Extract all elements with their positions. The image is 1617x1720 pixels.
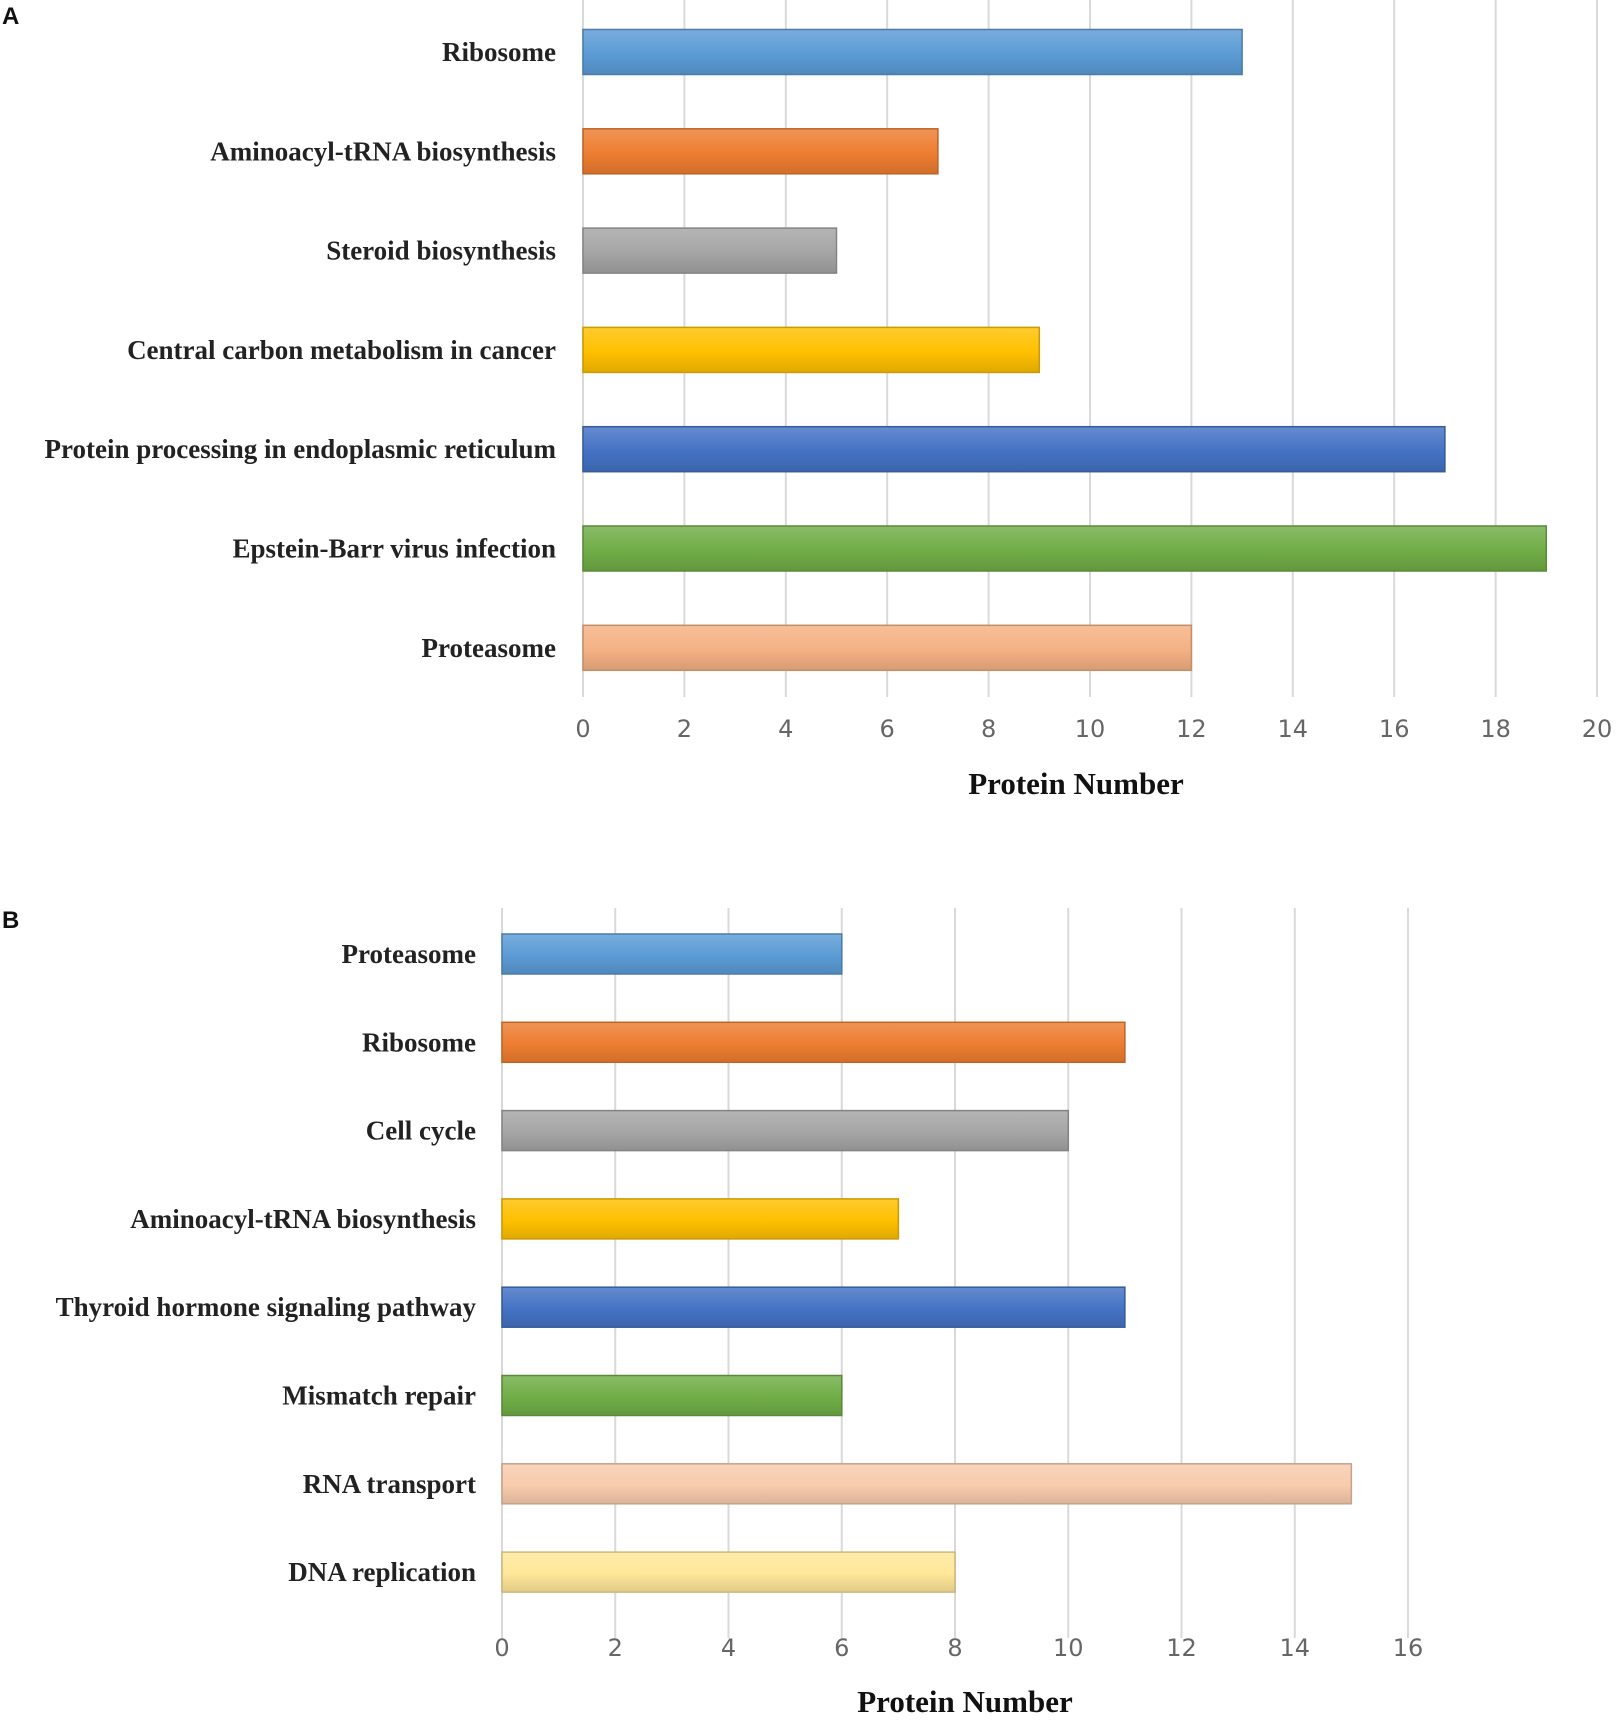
panel-a-chart: A Ribosome Aminoacyl-tRNA biosynthesis Ste…: [2, 0, 1612, 801]
panel-b-category-label: Ribosome: [362, 1027, 476, 1057]
panel-a-x-tick-label: 14: [1278, 715, 1309, 743]
panel-b-category-label: Cell cycle: [366, 1116, 476, 1146]
panel-b-category-label: Thyroid hormone signaling pathway: [56, 1292, 477, 1322]
panel-b-x-tick-label: 4: [721, 1634, 736, 1662]
panel-a-category-label: Proteasome: [422, 633, 556, 663]
panel-b-bar: [501, 1286, 1126, 1328]
panel-a-category-label: Aminoacyl-tRNA biosynthesis: [210, 136, 556, 166]
panel-b-category-label: RNA transport: [303, 1469, 476, 1499]
panel-b-x-tick-label: 0: [494, 1634, 509, 1662]
panel-a-bar: [582, 425, 1446, 473]
panel-b-category-label: Mismatch repair: [282, 1381, 476, 1411]
panel-b-x-axis-title: Protein Number: [857, 1684, 1073, 1719]
panel-a-x-tick-label: 2: [677, 715, 692, 743]
panel-a-bar: [582, 227, 838, 274]
panel-b-x-tick-label: 12: [1166, 1634, 1197, 1662]
panel-a-letter: A: [2, 3, 19, 30]
panel-b-bar: [501, 1109, 1069, 1152]
panel-b-x-tick-label: 14: [1279, 1634, 1310, 1662]
panel-b-bar: [501, 933, 843, 975]
panel-a-category-label: Steroid biosynthesis: [326, 236, 556, 266]
panel-a-x-tick-label: 12: [1176, 715, 1207, 743]
panel-a-x-tick-label: 8: [981, 715, 996, 743]
panel-b-x-tick-label: 16: [1393, 1634, 1424, 1662]
panel-b-x-tick-label: 8: [947, 1634, 962, 1662]
panel-a-bar: [582, 326, 1041, 374]
panel-a-x-tick-label: 16: [1379, 715, 1410, 743]
panel-b-category-label: DNA replication: [288, 1557, 476, 1587]
panel-b-bar: [501, 1463, 1353, 1505]
panel-a-x-tick-label: 20: [1582, 715, 1613, 743]
panel-a-x-tick-label: 10: [1075, 715, 1106, 743]
panel-a-bar: [582, 28, 1243, 76]
panel-a-category-label: Ribosome: [442, 37, 556, 67]
panel-a-category-label: Epstein-Barr virus infection: [233, 534, 557, 564]
panel-b-category-label: Aminoacyl-tRNA biosynthesis: [130, 1204, 476, 1234]
panel-b-chart: B Proteasome Ribosome Cell cycle Aminoacyl-…: [2, 907, 1423, 1719]
panel-b-x-tick-label: 10: [1053, 1634, 1084, 1662]
panel-a-bar: [582, 128, 939, 175]
panel-b-x-tick-label: 2: [608, 1634, 623, 1662]
panel-b-x-tick-label: 6: [834, 1634, 849, 1662]
panel-a-x-tick-label: 0: [575, 715, 590, 743]
panel-a-x-tick-label: 6: [880, 715, 895, 743]
panel-b-bar: [501, 1021, 1126, 1064]
panel-a-x-tick-label: 4: [778, 715, 793, 743]
panel-a-category-label: Protein processing in endoplasmic reticu…: [44, 434, 556, 464]
panel-a-category-label: Central carbon metabolism in cancer: [127, 335, 556, 365]
panel-a-x-axis-title: Protein Number: [968, 766, 1184, 801]
panel-b-category-label: Proteasome: [342, 939, 476, 969]
panel-b-bar: [501, 1198, 900, 1240]
panel-b-bar: [501, 1551, 956, 1593]
panel-b-bar: [501, 1374, 843, 1417]
panel-a-bar: [582, 624, 1193, 672]
panel-b-letter: B: [2, 907, 19, 934]
panel-a-bar: [582, 525, 1548, 572]
panel-a-x-tick-label: 18: [1480, 715, 1511, 743]
